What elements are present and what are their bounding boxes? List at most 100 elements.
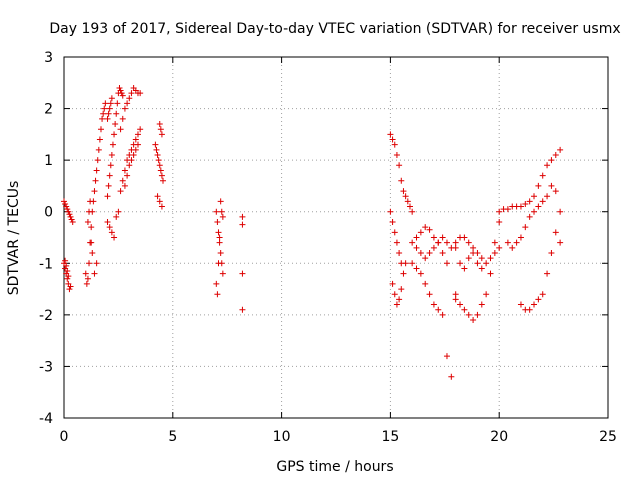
- data-point: [86, 208, 93, 215]
- series-seg_2_2.5: [104, 84, 126, 241]
- data-point: [89, 249, 96, 256]
- data-point: [106, 105, 113, 112]
- data-point: [83, 280, 90, 287]
- data-point: [216, 239, 223, 246]
- data-point: [557, 208, 564, 215]
- data-point: [119, 177, 126, 184]
- data-point: [153, 146, 160, 153]
- data-point: [128, 157, 135, 164]
- data-point: [491, 239, 498, 246]
- data-point: [215, 260, 222, 267]
- data-point: [387, 131, 394, 138]
- data-point: [62, 257, 69, 264]
- data-point: [99, 115, 106, 122]
- data-point: [239, 221, 246, 228]
- data-point: [470, 317, 477, 324]
- data-point: [517, 203, 524, 210]
- data-point: [509, 244, 516, 251]
- data-point: [217, 249, 224, 256]
- data-point: [443, 239, 450, 246]
- data-point: [439, 311, 446, 318]
- data-point: [409, 239, 416, 246]
- data-point: [557, 239, 564, 246]
- data-point: [478, 255, 485, 262]
- data-point: [526, 198, 533, 205]
- series-seg_20_23: [496, 146, 564, 313]
- data-point: [214, 291, 221, 298]
- data-point: [487, 255, 494, 262]
- data-point: [526, 306, 533, 313]
- data-point: [452, 296, 459, 303]
- x-axis-label: GPS time / hours: [276, 459, 393, 475]
- data-point: [87, 198, 94, 205]
- data-point: [548, 157, 555, 164]
- data-point: [64, 268, 71, 275]
- data-point: [213, 208, 220, 215]
- data-point: [457, 301, 464, 308]
- data-point: [121, 167, 128, 174]
- data-point: [214, 219, 221, 226]
- data-point: [219, 270, 226, 277]
- data-point: [396, 249, 403, 256]
- data-point: [413, 265, 420, 272]
- data-point: [117, 126, 124, 133]
- data-point: [387, 208, 394, 215]
- y-tick-label: -4: [39, 411, 53, 427]
- data-point: [105, 110, 112, 117]
- data-point: [134, 141, 141, 148]
- data-point: [391, 141, 398, 148]
- data-point: [400, 270, 407, 277]
- data-point: [496, 244, 503, 251]
- data-point: [422, 224, 429, 231]
- data-point: [393, 151, 400, 158]
- data-point: [128, 90, 135, 97]
- data-point: [426, 249, 433, 256]
- data-point: [109, 141, 116, 148]
- y-tick-label: -3: [39, 359, 53, 375]
- series-seg_00_0.5: [61, 198, 76, 293]
- data-point: [474, 311, 481, 318]
- data-point: [409, 260, 416, 267]
- series-seg_16_18: [409, 224, 459, 380]
- data-point: [539, 291, 546, 298]
- data-point: [457, 260, 464, 267]
- data-point: [552, 151, 559, 158]
- data-point: [487, 270, 494, 277]
- data-point: [483, 291, 490, 298]
- data-point: [156, 198, 163, 205]
- data-point: [93, 260, 100, 267]
- data-point: [108, 95, 115, 102]
- data-point: [461, 234, 468, 241]
- data-point: [104, 219, 111, 226]
- data-point: [396, 296, 403, 303]
- data-point: [158, 203, 165, 210]
- y-tick-label: 0: [44, 205, 53, 221]
- data-point: [531, 301, 538, 308]
- data-point: [396, 162, 403, 169]
- data-point: [402, 193, 409, 200]
- data-point: [106, 172, 113, 179]
- data-point: [504, 239, 511, 246]
- data-point: [452, 291, 459, 298]
- data-point: [391, 291, 398, 298]
- data-point: [422, 280, 429, 287]
- data-point: [513, 239, 520, 246]
- data-point: [64, 206, 71, 213]
- data-point: [102, 100, 109, 107]
- data-point: [105, 182, 112, 189]
- data-point: [465, 239, 472, 246]
- data-point: [84, 219, 91, 226]
- data-point: [132, 146, 139, 153]
- data-point: [152, 141, 159, 148]
- data-point: [63, 203, 70, 210]
- data-point: [114, 100, 121, 107]
- data-point: [118, 90, 125, 97]
- data-point: [96, 136, 103, 143]
- data-point: [155, 157, 162, 164]
- chart-title: Day 193 of 2017, Sidereal Day-to-day VTE…: [49, 21, 620, 37]
- data-point: [92, 177, 99, 184]
- data-point: [517, 234, 524, 241]
- data-point: [66, 211, 73, 218]
- data-point: [154, 151, 161, 158]
